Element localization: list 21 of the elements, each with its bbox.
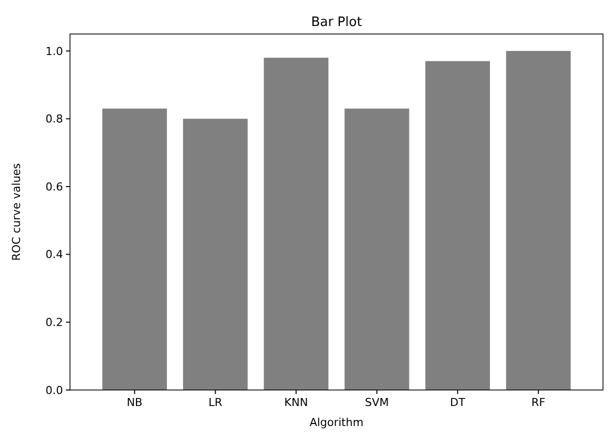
x-tick-label: DT: [450, 396, 466, 409]
bar: [264, 58, 328, 390]
y-axis-title: ROC curve values: [10, 162, 23, 261]
y-tick-label: 0.8: [46, 112, 63, 126]
x-axis-title: Algorithm: [310, 416, 364, 429]
bar: [102, 108, 167, 390]
bar: [425, 61, 490, 390]
x-tick-label: RF: [531, 396, 546, 409]
bar: [344, 108, 410, 390]
y-tick-label: 1.0: [46, 44, 63, 58]
x-tick-label: NB: [126, 396, 142, 409]
x-tick-label: LR: [208, 396, 223, 409]
y-tick-label: 0.2: [46, 316, 63, 330]
x-tick-label: KNN: [284, 396, 308, 409]
x-tick-label: SVM: [364, 396, 389, 409]
y-tick-label: 0.0: [46, 384, 63, 397]
y-tick-label: 0.6: [46, 180, 63, 194]
y-tick-label: 0.4: [46, 248, 63, 262]
chart-title: Bar Plot: [311, 15, 362, 30]
bar: [183, 118, 248, 390]
bar: [506, 50, 571, 390]
